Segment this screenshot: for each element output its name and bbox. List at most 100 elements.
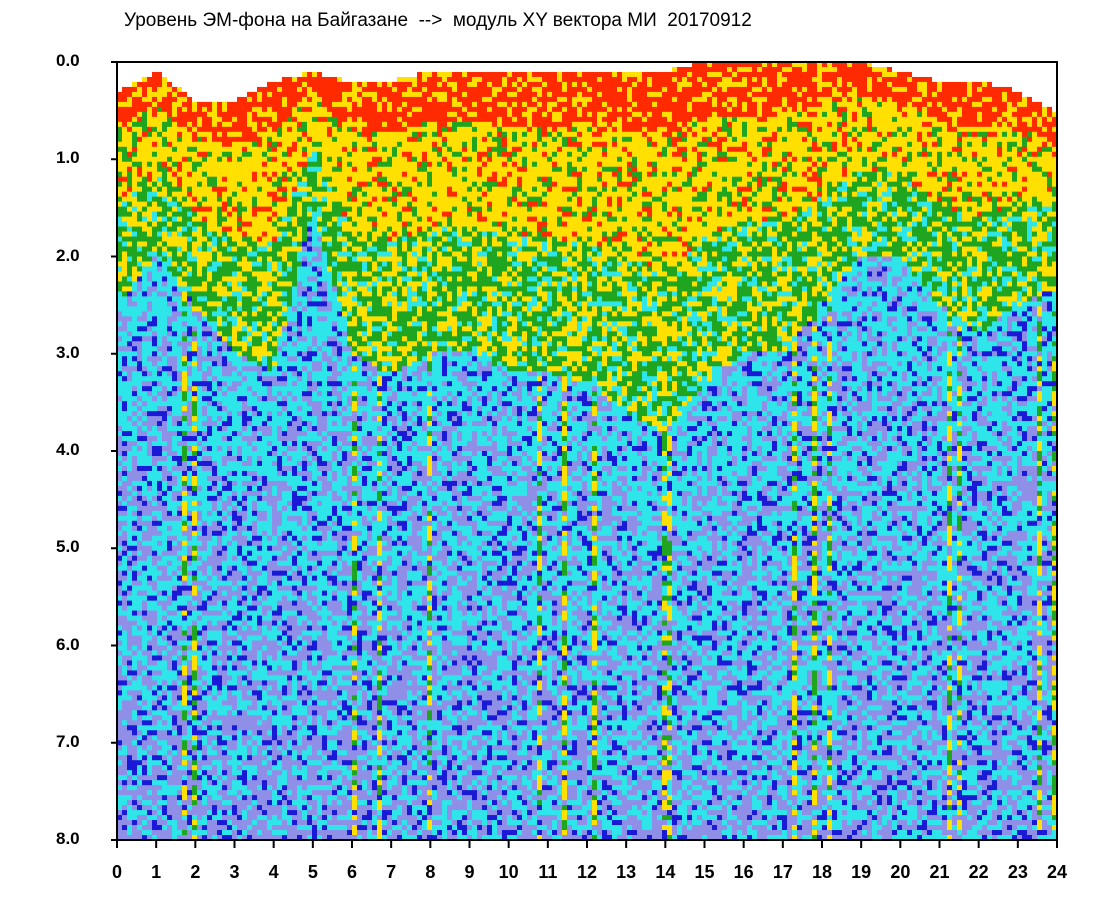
heatmap-cell [252,361,257,366]
heatmap-cell [142,132,147,137]
heatmap-cell [187,775,192,780]
heatmap-cell [262,446,267,451]
heatmap-cell [182,536,187,541]
heatmap-cell [242,396,247,401]
heatmap-cell [217,132,222,137]
heatmap-cell [257,271,262,276]
heatmap-cell [227,142,232,147]
heatmap-cell [167,611,172,616]
heatmap-cell [122,72,127,77]
heatmap-cell [177,147,182,152]
heatmap-cell [172,97,177,102]
heatmap-cell [187,626,192,631]
heatmap-cell [142,760,147,765]
heatmap-cell [227,451,232,456]
heatmap-cell [132,252,137,257]
heatmap-cell [237,705,242,710]
heatmap-cell [157,147,162,152]
heatmap-cell [192,411,197,416]
heatmap-cell [252,431,257,436]
heatmap-cell [147,785,152,790]
heatmap-cell [147,466,152,471]
heatmap-cell [267,780,272,785]
heatmap-cell [147,571,152,576]
heatmap-cell [237,561,242,566]
heatmap-cell [217,551,222,556]
heatmap-cell [147,680,152,685]
heatmap-cell [212,536,217,541]
heatmap-cell [182,646,187,651]
heatmap-cell [172,451,177,456]
heatmap-cell [202,202,207,207]
heatmap-cell [232,830,237,835]
heatmap-cell [247,401,252,406]
heatmap-cell [257,321,262,326]
heatmap-cell [212,291,217,296]
heatmap-cell [127,501,132,506]
heatmap-cell [267,650,272,655]
heatmap-cell [267,740,272,745]
heatmap-cell [162,371,167,376]
heatmap-cell [227,521,232,526]
heatmap-cell [222,536,227,541]
heatmap-cell [172,825,177,830]
heatmap-cell [192,655,197,660]
heatmap-cell [152,436,157,441]
heatmap-cell [132,411,137,416]
heatmap-cell [227,700,232,705]
heatmap-cell [177,690,182,695]
heatmap-cell [247,346,252,351]
heatmap-cell [187,461,192,466]
heatmap-cell [132,257,137,262]
heatmap-cell [192,745,197,750]
heatmap-cell [217,715,222,720]
heatmap-cell [142,720,147,725]
heatmap-cell [137,356,142,361]
heatmap-cell [167,147,172,152]
heatmap-cell [247,87,252,92]
heatmap-cell [152,142,157,147]
heatmap-cell [207,102,212,107]
heatmap-cell [132,606,137,611]
heatmap-cell [227,601,232,606]
heatmap-cell [242,271,247,276]
heatmap-cell [257,77,262,82]
heatmap-cell [242,790,247,795]
heatmap-cell [157,641,162,646]
heatmap-cell [237,157,242,162]
heatmap-cell [262,501,267,506]
heatmap-cell [122,636,127,641]
heatmap-cell [267,531,272,536]
heatmap-cell [192,636,197,641]
heatmap-cell [257,242,262,247]
heatmap-cell [167,426,172,431]
heatmap-cell [197,481,202,486]
heatmap-cell [237,276,242,281]
heatmap-cell [217,581,222,586]
heatmap-cell [237,441,242,446]
heatmap-cell [192,421,197,426]
heatmap-cell [147,67,152,72]
heatmap-cell [162,775,167,780]
heatmap-cell [247,227,252,232]
heatmap-cell [152,102,157,107]
heatmap-cell [272,576,277,581]
heatmap-cell [202,127,207,132]
heatmap-cell [157,471,162,476]
heatmap-cell [192,351,197,356]
heatmap-cell [172,566,177,571]
heatmap-cell [187,311,192,316]
heatmap-cell [157,127,162,132]
heatmap-cell [137,725,142,730]
heatmap-cell [262,202,267,207]
heatmap-cell [257,276,262,281]
heatmap-cell [197,82,202,87]
heatmap-cell [137,750,142,755]
heatmap-cell [182,261,187,266]
heatmap-cell [147,167,152,172]
heatmap-cell [212,626,217,631]
heatmap-cell [242,401,247,406]
heatmap-cell [242,117,247,122]
heatmap-cell [212,720,217,725]
heatmap-cell [172,820,177,825]
